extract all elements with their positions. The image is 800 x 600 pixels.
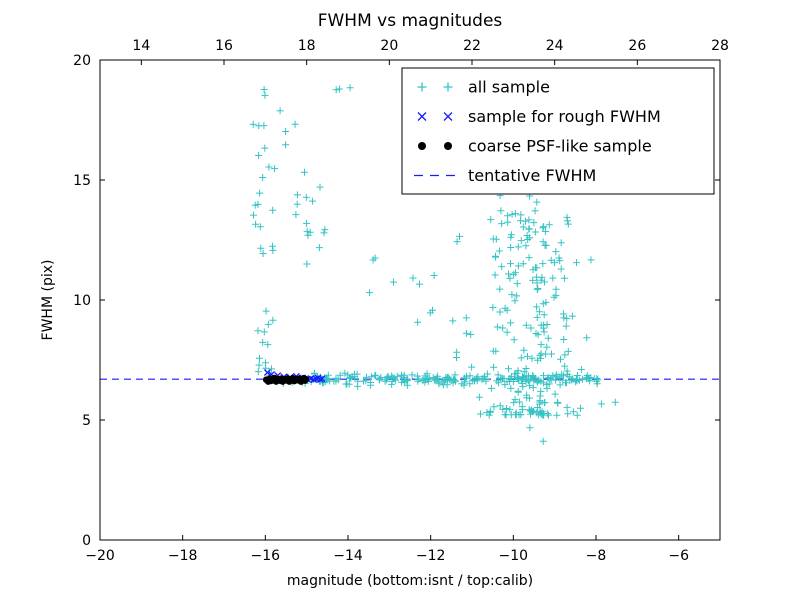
legend-item: tentative FWHM — [414, 166, 596, 185]
legend-item-label: coarse PSF-like sample — [468, 137, 652, 156]
x-tick-label: −8 — [586, 548, 607, 564]
legend-item-label: sample for rough FWHM — [468, 107, 661, 126]
y-axis-label: FWHM (pix) — [40, 260, 56, 341]
legend-plus-marker — [417, 82, 427, 92]
top-tick-label: 14 — [132, 38, 150, 54]
y-tick-label: 0 — [82, 533, 91, 549]
legend-box — [401, 67, 715, 195]
y-tick-label: 15 — [73, 173, 91, 189]
legend-plus-marker — [443, 82, 453, 92]
x-axis-label: magnitude (bottom:isnt / top:calib) — [287, 573, 533, 589]
legend: all sample sample for rough FWHM coarse PS… — [401, 67, 715, 195]
legend-x-marker — [417, 112, 427, 121]
top-tick-label: 26 — [628, 38, 646, 54]
legend-item: coarse PSF-like sample — [418, 137, 652, 156]
legend-item-label: all sample — [468, 78, 550, 97]
y-tick-label: 20 — [73, 53, 91, 69]
series-all-sample — [249, 84, 619, 445]
top-tick-label: 20 — [380, 38, 398, 54]
legend-item-label: tentative FWHM — [468, 166, 596, 185]
top-tick-label: 28 — [711, 38, 729, 54]
y-tick-label: 5 — [82, 413, 91, 429]
legend-dot-marker — [444, 142, 452, 150]
x-tick-label: −6 — [668, 548, 689, 564]
x-tick-label: −10 — [499, 548, 529, 564]
x-tick-label: −18 — [168, 548, 198, 564]
legend-item: all sample — [417, 78, 550, 97]
legend-dot-marker — [418, 142, 426, 150]
x-tick-label: −12 — [416, 548, 446, 564]
chart-title: FWHM vs magnitudes — [318, 11, 503, 31]
legend-item: sample for rough FWHM — [417, 107, 661, 126]
x-tick-label: −16 — [251, 548, 281, 564]
x-tick-label: −20 — [85, 548, 115, 564]
plot-content: −20 −18 −16 −14 −12 −10 −8 −6 14 16 18 20 22 24 26 28 0 5… — [73, 38, 729, 564]
top-tick-label: 24 — [546, 38, 564, 54]
psf-dot-marker — [302, 375, 310, 383]
top-tick-label: 22 — [463, 38, 481, 54]
legend-x-marker — [443, 112, 453, 121]
x-tick-label: −14 — [333, 548, 363, 564]
top-tick-label: 16 — [215, 38, 233, 54]
series-psf-like-sample — [262, 374, 310, 385]
top-tick-label: 18 — [298, 38, 316, 54]
y-tick-label: 10 — [73, 293, 91, 309]
